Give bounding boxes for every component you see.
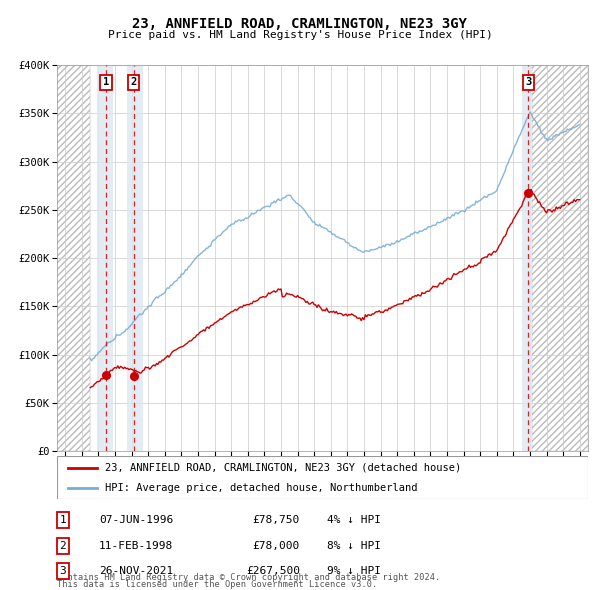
Text: 3: 3 — [525, 77, 532, 87]
Text: 8% ↓ HPI: 8% ↓ HPI — [327, 541, 381, 550]
Text: 3: 3 — [59, 566, 67, 576]
Text: Price paid vs. HM Land Registry's House Price Index (HPI): Price paid vs. HM Land Registry's House … — [107, 30, 493, 40]
Text: 11-FEB-1998: 11-FEB-1998 — [99, 541, 173, 550]
Text: 23, ANNFIELD ROAD, CRAMLINGTON, NE23 3GY (detached house): 23, ANNFIELD ROAD, CRAMLINGTON, NE23 3GY… — [105, 463, 461, 473]
Bar — [521, 65, 532, 451]
Text: 1: 1 — [103, 77, 109, 87]
Bar — [97, 65, 113, 451]
Text: £78,000: £78,000 — [253, 541, 300, 550]
Text: 2: 2 — [131, 77, 137, 87]
Text: 4% ↓ HPI: 4% ↓ HPI — [327, 516, 381, 525]
Bar — [127, 65, 143, 451]
Text: £78,750: £78,750 — [253, 516, 300, 525]
Text: 23, ANNFIELD ROAD, CRAMLINGTON, NE23 3GY: 23, ANNFIELD ROAD, CRAMLINGTON, NE23 3GY — [133, 17, 467, 31]
FancyBboxPatch shape — [57, 456, 588, 499]
Text: £267,500: £267,500 — [246, 566, 300, 576]
Text: HPI: Average price, detached house, Northumberland: HPI: Average price, detached house, Nort… — [105, 483, 417, 493]
Text: 2: 2 — [59, 541, 67, 550]
Text: This data is licensed under the Open Government Licence v3.0.: This data is licensed under the Open Gov… — [57, 581, 377, 589]
Text: 26-NOV-2021: 26-NOV-2021 — [99, 566, 173, 576]
Text: 07-JUN-1996: 07-JUN-1996 — [99, 516, 173, 525]
Text: Contains HM Land Registry data © Crown copyright and database right 2024.: Contains HM Land Registry data © Crown c… — [57, 573, 440, 582]
Bar — [57, 65, 90, 451]
Text: 9% ↓ HPI: 9% ↓ HPI — [327, 566, 381, 576]
Text: 1: 1 — [59, 516, 67, 525]
